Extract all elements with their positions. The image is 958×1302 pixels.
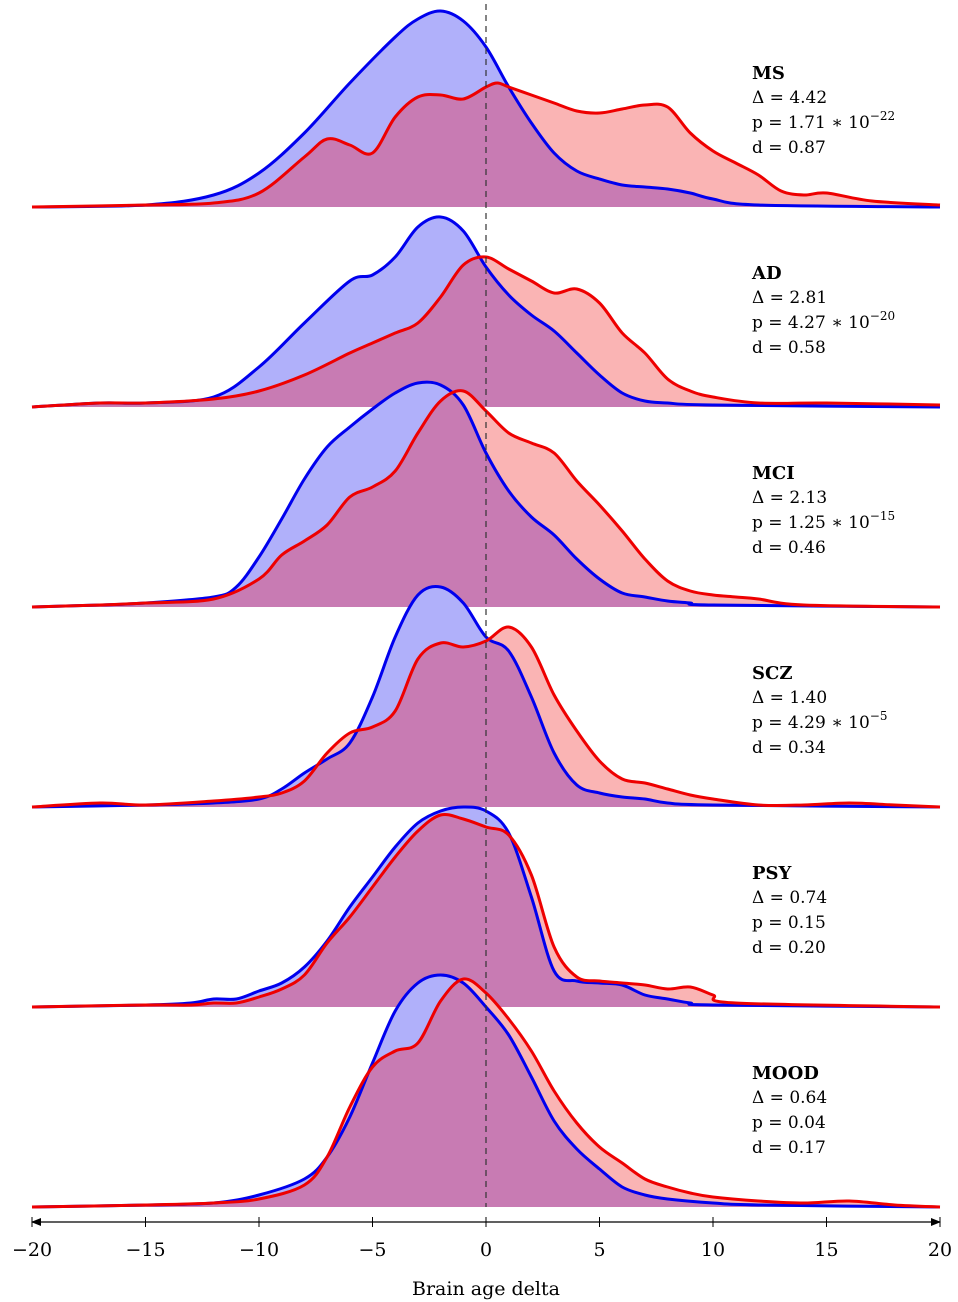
panel-p-value-exponent-ms: −22 [870, 109, 895, 123]
panel-p-value-ms: p = 1.71 ∗ 10−22 [752, 109, 895, 133]
x-tick-label: −15 [125, 1239, 165, 1261]
x-tick-label: −5 [358, 1239, 386, 1261]
panel-title-scz: SCZ [752, 663, 792, 684]
patient-density-line-psy [31, 813, 941, 1009]
panel-p-value-mood: p = 0.04 [752, 1113, 826, 1133]
x-tick-label: 0 [480, 1239, 492, 1261]
panel-effect-size-ad: d = 0.58 [752, 338, 826, 358]
control-density-line-psy [31, 805, 941, 1009]
overlap-density-fill-scz [32, 626, 940, 807]
panel-ad: ADΔ = 2.81p = 4.27 ∗ 10−20d = 0.58 [31, 215, 941, 409]
patient-density-line-ad [31, 255, 941, 409]
panel-delta-mood: Δ = 0.64 [752, 1088, 827, 1108]
panel-title-ms: MS [752, 63, 785, 84]
panel-title-psy: PSY [752, 863, 793, 884]
panel-delta-mci: Δ = 2.13 [752, 488, 827, 508]
patient-density-line-scz [31, 625, 941, 809]
panel-p-value-base-scz: p = 4.29 ∗ 10 [752, 713, 870, 733]
x-tick-label: 5 [593, 1239, 605, 1261]
x-axis: −20 −15 −10 −5 0 5 10 15 20 Brain age delta [12, 1217, 952, 1300]
panel-p-value-base-mci: p = 1.25 ∗ 10 [752, 513, 870, 533]
panel-delta-ms: Δ = 4.42 [752, 88, 827, 108]
control-density-line-mci [31, 380, 941, 609]
panel-effect-size-mci: d = 0.46 [752, 538, 826, 558]
panel-p-value-base-ad: p = 4.27 ∗ 10 [752, 313, 870, 333]
panel-p-value-base-ms: p = 1.71 ∗ 10 [752, 113, 870, 133]
x-axis-ticks: −20 −15 −10 −5 0 5 10 15 20 [12, 1217, 952, 1261]
x-tick-label: 15 [814, 1239, 838, 1261]
x-tick-label: −10 [239, 1239, 279, 1261]
panel-delta-psy: Δ = 0.74 [752, 888, 827, 908]
panel-title-mci: MCI [752, 463, 795, 484]
panel-mood: MOOD Δ = 0.64 p = 0.04 d = 0.17 [31, 973, 941, 1209]
panel-title-ad: AD [751, 263, 782, 284]
panel-effect-size-psy: d = 0.20 [752, 938, 826, 958]
overlap-density-fill-ad [32, 256, 940, 407]
control-density-line-scz [31, 585, 941, 809]
panel-effect-size-scz: d = 0.34 [752, 738, 826, 758]
x-tick-label: 10 [701, 1239, 725, 1261]
panel-p-value-ad: p = 4.27 ∗ 10−20 [752, 309, 895, 333]
patient-density-line-ms [31, 81, 941, 209]
panel-p-value-mci: p = 1.25 ∗ 10−15 [752, 509, 895, 533]
panel-p-value-base-psy: p = 0.15 [752, 913, 826, 933]
panel-p-value-exponent-ad: −20 [870, 309, 895, 323]
panel-delta-scz: Δ = 1.40 [752, 688, 827, 708]
panel-p-value-exponent-mci: −15 [870, 509, 895, 523]
panel-p-value-scz: p = 4.29 ∗ 10−5 [752, 709, 887, 733]
panel-p-value-exponent-scz: −5 [870, 709, 888, 723]
panel-delta-ad: Δ = 2.81 [752, 288, 827, 308]
panel-effect-size-mood: d = 0.17 [752, 1138, 826, 1158]
panel-p-value-psy: p = 0.15 [752, 913, 826, 933]
panel-p-value-base-mood: p = 0.04 [752, 1113, 826, 1133]
patient-density-line-mood [31, 977, 941, 1209]
x-tick-label: −20 [12, 1239, 52, 1261]
control-density-line-ad [31, 215, 941, 409]
overlap-density-fill-mci [32, 390, 940, 607]
x-axis-title: Brain age delta [412, 1278, 560, 1300]
x-tick-label: 20 [928, 1239, 952, 1261]
panel-title-mood: MOOD [752, 1063, 819, 1084]
overlap-density-fill-mood [32, 978, 940, 1207]
control-density-line-mood [31, 973, 941, 1209]
panel-effect-size-ms: d = 0.87 [752, 138, 826, 158]
